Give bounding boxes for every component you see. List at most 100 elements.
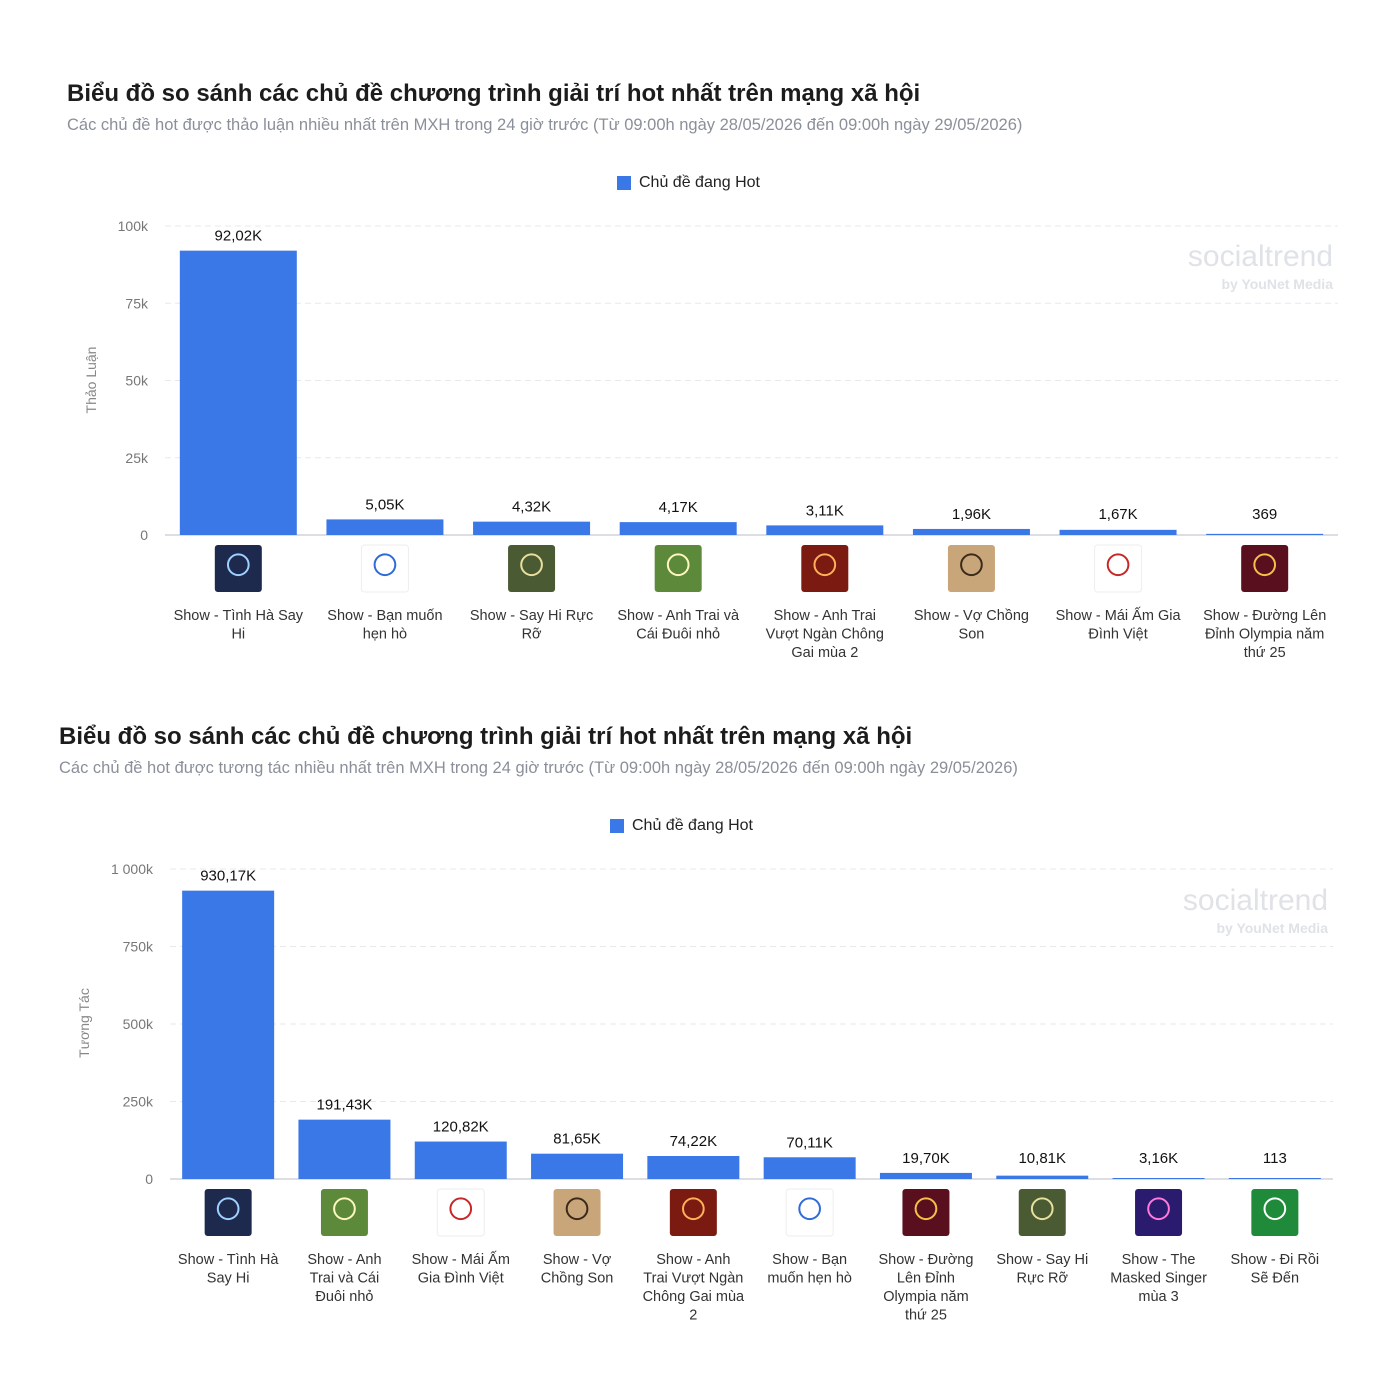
chart-legend[interactable]: Chủ đề đang Hot bbox=[610, 817, 753, 835]
data-label: 81,65K bbox=[553, 1131, 601, 1148]
bar bbox=[912, 528, 1030, 535]
category-label: Trai Vượt Ngàn bbox=[643, 1271, 743, 1287]
chart-subtitle: Các chủ đề hot được tương tác nhiều nhất… bbox=[59, 759, 1018, 777]
category-label: Show - Đường bbox=[878, 1252, 973, 1268]
category-label: Show - Vợ Chồng bbox=[914, 608, 1029, 624]
category-label: Chông Gai mùa bbox=[643, 1289, 745, 1305]
category-label: Olympia năm bbox=[883, 1289, 968, 1305]
vo-chong-son-logo-icon bbox=[947, 545, 995, 592]
duong-len-dinh-olympia-logo-icon bbox=[1241, 545, 1289, 592]
y-tick-label: 0 bbox=[140, 527, 148, 543]
y-tick-label: 100k bbox=[118, 218, 149, 234]
y-axis-label: Tương Tác bbox=[76, 988, 92, 1058]
y-tick-label: 750k bbox=[123, 939, 154, 955]
category-label: Show - The bbox=[1122, 1252, 1196, 1268]
bar bbox=[1228, 1178, 1321, 1179]
bar bbox=[766, 525, 884, 535]
category-label: Show - Anh Trai bbox=[774, 608, 876, 624]
category-label: Hi bbox=[231, 627, 245, 643]
bar bbox=[1112, 1178, 1205, 1179]
category-label: Đuôi nhỏ bbox=[315, 1289, 373, 1305]
category-label: Show - Đường Lên bbox=[1203, 608, 1326, 624]
category-label: Cái Đuôi nhỏ bbox=[636, 627, 720, 643]
category-label: Rỡ bbox=[522, 627, 542, 643]
category-label: mùa 3 bbox=[1138, 1289, 1178, 1305]
chart-legend[interactable]: Chủ đề đang Hot bbox=[617, 174, 760, 192]
category-label: Show - Anh bbox=[656, 1252, 730, 1268]
bar bbox=[619, 522, 737, 535]
ban-muon-hen-ho-logo-icon bbox=[360, 544, 409, 593]
mai-am-gia-dinh-viet-logo-icon bbox=[1094, 544, 1143, 593]
bar bbox=[473, 521, 591, 535]
bar bbox=[1059, 529, 1177, 535]
bar bbox=[996, 1175, 1089, 1179]
bar-chart-discussion: socialtrend by YouNet Media 0 25k 50k 75k 100k… bbox=[83, 218, 1338, 661]
category-label: Show - Say Hi bbox=[996, 1252, 1088, 1268]
data-label: 191,43K bbox=[317, 1097, 373, 1114]
legend-label: Chủ đề đang Hot bbox=[639, 174, 760, 191]
category-label: Trai và Cái bbox=[310, 1271, 380, 1287]
y-tick-label: 250k bbox=[123, 1094, 154, 1110]
anh-trai-vuot-ngan-chong-gai-logo-icon bbox=[801, 545, 849, 592]
category-label: Show - Đi Rồi bbox=[1231, 1252, 1320, 1268]
category-label: Say Hi bbox=[207, 1271, 250, 1287]
category-label: Show - Vợ bbox=[543, 1252, 612, 1268]
category-label: Đình Việt bbox=[1088, 627, 1147, 643]
data-label: 74,22K bbox=[670, 1133, 718, 1150]
data-label: 92,02K bbox=[215, 228, 263, 245]
y-axis-label: Thảo Luận bbox=[83, 347, 99, 414]
watermark-subtitle: by YouNet Media bbox=[1221, 276, 1333, 292]
category-label: Show - Say Hi Rực bbox=[470, 608, 593, 624]
category-label: Son bbox=[959, 627, 985, 643]
category-label: thứ 25 bbox=[905, 1308, 947, 1324]
watermark-subtitle: by YouNet Media bbox=[1216, 920, 1328, 936]
category-label: Gia Đình Việt bbox=[418, 1271, 504, 1287]
y-tick-label: 75k bbox=[125, 295, 149, 311]
y-tick-label: 0 bbox=[145, 1171, 153, 1187]
data-label: 1,67K bbox=[1098, 506, 1137, 523]
chart-title: Biểu đồ so sánh các chủ đề chương trình … bbox=[59, 723, 913, 750]
data-label: 369 bbox=[1252, 506, 1277, 523]
category-label: Show - Mái Ấm Gia bbox=[1056, 607, 1182, 624]
category-label: 2 bbox=[689, 1308, 697, 1324]
chart-subtitle: Các chủ đề hot được thảo luận nhiều nhất… bbox=[67, 116, 1023, 134]
say-hi-ruc-ro-logo-icon bbox=[508, 545, 556, 592]
tinh-ha-say-hi-logo-icon bbox=[204, 1189, 252, 1236]
anh-trai-vuot-ngan-chong-gai-logo-icon bbox=[669, 1189, 717, 1236]
ban-muon-hen-ho-logo-icon bbox=[785, 1188, 834, 1237]
bar bbox=[879, 1172, 972, 1179]
y-tick-label: 500k bbox=[123, 1016, 154, 1032]
legend-swatch bbox=[610, 819, 624, 833]
bar bbox=[1206, 533, 1324, 535]
data-label: 3,16K bbox=[1139, 1150, 1178, 1167]
data-label: 19,70K bbox=[902, 1150, 950, 1167]
data-label: 10,81K bbox=[1018, 1150, 1066, 1167]
watermark-brand: socialtrend bbox=[1188, 240, 1333, 273]
category-label: thứ 25 bbox=[1244, 645, 1286, 661]
category-label: Show - Anh Trai và bbox=[617, 608, 740, 624]
tinh-ha-say-hi-logo-icon bbox=[214, 545, 262, 592]
anh-trai-cai-duoi-nho-logo-icon bbox=[654, 545, 702, 592]
data-label: 3,11K bbox=[806, 502, 844, 519]
y-tick-label: 1 000k bbox=[111, 861, 154, 877]
category-label: Show - Tình Hà bbox=[178, 1252, 279, 1268]
category-label: Đỉnh Olympia năm bbox=[1205, 627, 1324, 643]
category-label: Show - Bạn bbox=[772, 1252, 847, 1268]
category-label: Masked Singer bbox=[1110, 1271, 1207, 1287]
category-label: Lên Đỉnh bbox=[897, 1271, 955, 1287]
category-label: Show - Tình Hà Say bbox=[174, 608, 304, 624]
data-label: 113 bbox=[1263, 1150, 1287, 1167]
say-hi-ruc-ro-logo-icon bbox=[1018, 1189, 1066, 1236]
bar bbox=[531, 1153, 624, 1179]
bar bbox=[298, 1119, 391, 1179]
data-label: 70,11K bbox=[786, 1134, 832, 1151]
bar bbox=[179, 250, 297, 535]
vo-chong-son-logo-icon bbox=[553, 1189, 601, 1236]
category-label: Gai mùa 2 bbox=[791, 645, 858, 661]
bar bbox=[414, 1141, 507, 1179]
data-label: 1,96K bbox=[952, 506, 991, 523]
mai-am-gia-dinh-viet-logo-icon bbox=[436, 1188, 485, 1237]
data-label: 120,82K bbox=[433, 1119, 489, 1136]
category-label: Rực Rỡ bbox=[1017, 1271, 1069, 1287]
